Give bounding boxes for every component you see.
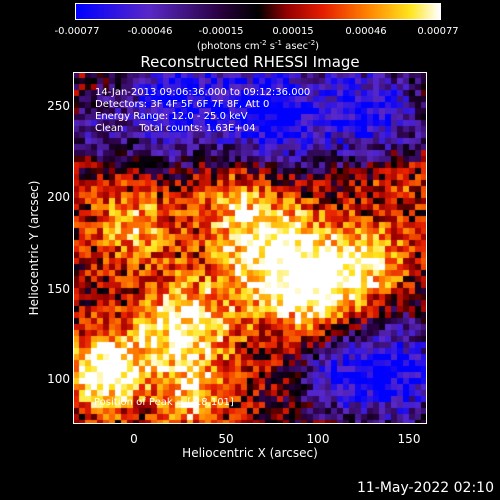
colorbar bbox=[75, 3, 441, 20]
colorbar-tick: 0.00046 bbox=[345, 26, 387, 37]
heatmap-image bbox=[73, 72, 427, 424]
colorbar-tick: 0.00077 bbox=[417, 26, 459, 37]
y-tick-label: 250 bbox=[47, 99, 70, 113]
y-tick-label: 200 bbox=[47, 190, 70, 204]
info-counts: Clean Total counts: 1.63E+04 bbox=[95, 123, 256, 134]
x-tick-label: 50 bbox=[218, 432, 234, 446]
colorbar-tick: -0.00046 bbox=[127, 26, 173, 37]
x-tick-label: 100 bbox=[306, 432, 330, 446]
colorbar-tick: 0.00015 bbox=[272, 26, 314, 37]
x-tick-label: 0 bbox=[130, 432, 138, 446]
chart-title: Reconstructed RHESSI Image bbox=[140, 53, 360, 71]
timestamp: 11-May-2022 02:10 bbox=[356, 480, 494, 496]
info-time-range: 14-Jan-2013 09:06:36.000 to 09:12:36.000 bbox=[95, 87, 311, 98]
peak-position-label: Position of Peak = [-18,101] bbox=[94, 397, 234, 408]
colorbar-unit-label: (photons cm-2 s-1 asec-2) bbox=[196, 39, 320, 52]
y-axis-label: Heliocentric Y (arcsec) bbox=[27, 180, 41, 316]
y-tick-label: 100 bbox=[47, 372, 70, 386]
info-energy-range: Energy Range: 12.0 - 25.0 keV bbox=[95, 111, 248, 122]
colorbar-tick: -0.00077 bbox=[54, 26, 100, 37]
plot-frame bbox=[73, 72, 427, 424]
y-tick-label: 150 bbox=[47, 282, 70, 296]
plot-area bbox=[73, 72, 427, 424]
colorbar-tick: -0.00015 bbox=[198, 26, 244, 37]
x-tick-label: 150 bbox=[397, 432, 421, 446]
info-detectors: Detectors: 3F 4F 5F 6F 7F 8F, Att 0 bbox=[95, 99, 270, 110]
x-axis-label: Heliocentric X (arcsec) bbox=[182, 446, 318, 460]
